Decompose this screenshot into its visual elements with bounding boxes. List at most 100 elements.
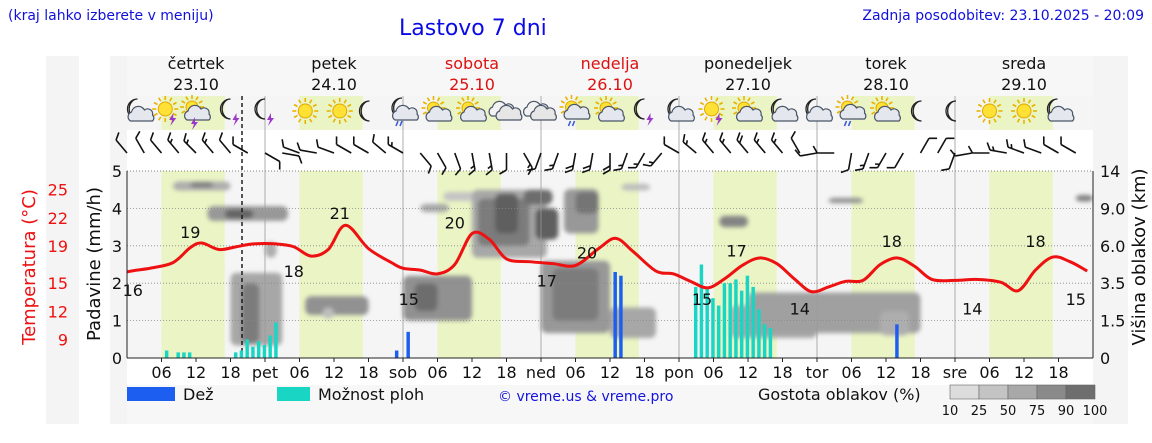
temperature-label: 17 xyxy=(726,242,746,261)
cloud-density-step-label: 50 xyxy=(1000,404,1017,419)
shower-bar xyxy=(176,352,180,358)
cloud-height-tick-label: 0 xyxy=(1100,349,1110,368)
wind-barb xyxy=(468,152,476,176)
day-name-label: nedelja xyxy=(581,54,640,73)
day-date-label: 29.10 xyxy=(1001,75,1047,94)
temperature-label: 17 xyxy=(537,272,557,291)
x-tick-label: 18 xyxy=(358,363,378,382)
wind-barb xyxy=(499,153,508,175)
day-name-label: torek xyxy=(865,54,907,73)
weather-icon-moon xyxy=(945,100,957,122)
shower-bar xyxy=(751,286,755,358)
weather-icon-sun xyxy=(292,98,319,124)
cloud-mark xyxy=(242,283,260,344)
x-tick-label: 06 xyxy=(427,363,447,382)
cloud-mark xyxy=(190,182,214,188)
day-date-label: 25.10 xyxy=(449,75,495,94)
cloud-density-step-label: 10 xyxy=(942,404,959,419)
wind-barb xyxy=(527,152,542,172)
day-name-label: ponedeljek xyxy=(704,54,793,73)
x-tick-label: tor xyxy=(806,363,829,382)
rain-bar xyxy=(406,331,410,358)
wind-barb xyxy=(753,132,766,154)
cloud-mark xyxy=(265,242,277,258)
x-tick-label: pet xyxy=(252,363,278,382)
rain-bar xyxy=(613,271,617,358)
x-tick-label: pon xyxy=(664,363,694,382)
weather-icon-sun xyxy=(976,98,1003,124)
wind-barb xyxy=(701,132,715,154)
cloud-height-axis-title: Višina oblakov (km) xyxy=(1129,168,1150,345)
precip-tick-label: 2 xyxy=(112,274,122,293)
rain-bar xyxy=(895,324,899,358)
temperature-label: 15 xyxy=(399,290,419,309)
wind-barb xyxy=(941,152,956,172)
cloud-mark xyxy=(1075,194,1093,202)
shower-bar xyxy=(762,324,767,358)
wind-barb xyxy=(167,132,180,154)
temp-tick-label: 19 xyxy=(48,237,68,256)
weather-icon-sun xyxy=(326,98,353,124)
wind-barb xyxy=(352,136,369,154)
precip-tick-label: 0 xyxy=(112,349,122,368)
wind-barb xyxy=(869,152,887,169)
weather-icon-sun-cloud xyxy=(421,96,453,122)
temperature-label: 14 xyxy=(790,300,810,319)
precip-axis-title: Padavine (mm/h) xyxy=(84,187,105,341)
shower-bar xyxy=(164,350,169,358)
weather-icon-sun xyxy=(1011,98,1037,124)
x-tick-label: 18 xyxy=(772,363,792,382)
wind-barb xyxy=(1060,136,1077,154)
wind-barb xyxy=(794,149,818,157)
weather-icon-sun-cloud xyxy=(732,96,763,122)
daylight-band xyxy=(299,171,363,358)
wind-barb xyxy=(949,149,973,157)
cloud-density-swatch xyxy=(949,384,980,400)
cloud-density-swatch xyxy=(978,384,1009,400)
wind-barb xyxy=(387,136,404,154)
weather-icon-sun-cloud-rain xyxy=(559,95,591,127)
wind-barb xyxy=(937,137,955,154)
cloud-mark xyxy=(621,183,651,191)
weather-icon-moon-thunder xyxy=(219,98,240,126)
cloud-density-step-label: 100 xyxy=(1083,404,1108,419)
x-tick-label: 18 xyxy=(1048,363,1068,382)
wind-barb xyxy=(419,152,432,174)
wind-barb xyxy=(281,139,300,154)
x-tick-label: 18 xyxy=(634,363,654,382)
cloud-mark xyxy=(322,307,334,319)
temperature-label: 15 xyxy=(1066,290,1086,309)
day-date-label: 23.10 xyxy=(173,75,219,94)
wind-barb xyxy=(812,145,835,154)
wind-barb xyxy=(232,136,249,154)
wind-barb xyxy=(485,152,493,176)
temperature-label: 18 xyxy=(1025,232,1045,251)
cloud-layer xyxy=(173,181,1093,346)
last-update: Zadnja posodobitev: 23.10.2025 - 20:09 xyxy=(862,8,1144,24)
cloud-mark xyxy=(305,296,369,315)
day-date-label: 26.10 xyxy=(587,75,633,94)
weather-icon-sun-cloud xyxy=(594,96,625,122)
precip-tick-label: 1 xyxy=(112,312,122,331)
wind-barb xyxy=(149,132,163,154)
temperature-line xyxy=(127,223,1088,294)
shower-bar xyxy=(262,344,267,358)
x-tick-label: 12 xyxy=(876,363,896,382)
wind-barb xyxy=(840,152,853,174)
x-tick-label: 12 xyxy=(600,363,620,382)
day-date-label: 28.10 xyxy=(863,75,909,94)
legend-shower-label: Možnost ploh xyxy=(318,385,424,404)
wind-barb xyxy=(1042,136,1059,154)
temp-axis-title: Temperatura (°C) xyxy=(19,189,40,346)
cloud-mark xyxy=(535,208,559,240)
location-hint[interactable]: (kraj lahko izberete v meniju) xyxy=(8,8,214,24)
precip-tick-label: 4 xyxy=(112,199,122,218)
day-date-label: 27.10 xyxy=(725,75,771,94)
temp-tick-label: 22 xyxy=(48,209,68,228)
shower-bar xyxy=(745,275,750,358)
shower-bar xyxy=(693,286,698,358)
shower-bar xyxy=(268,335,272,358)
weather-icon-moon-cloud xyxy=(126,98,155,122)
weather-icon-cloud xyxy=(523,100,557,121)
temperature-label: 21 xyxy=(330,204,350,223)
